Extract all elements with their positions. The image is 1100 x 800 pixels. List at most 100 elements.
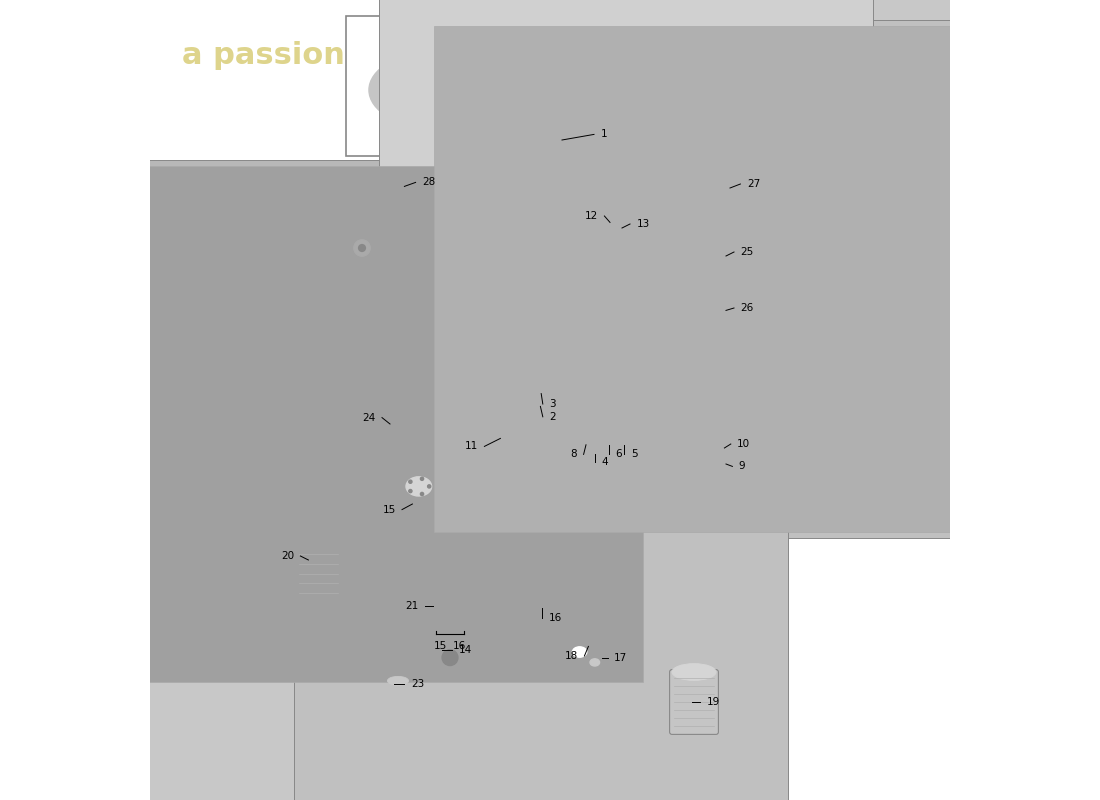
Polygon shape — [353, 191, 421, 258]
Circle shape — [474, 121, 486, 132]
Circle shape — [520, 326, 531, 338]
Ellipse shape — [410, 197, 641, 467]
Ellipse shape — [704, 448, 713, 456]
Text: 18: 18 — [564, 651, 578, 661]
Text: 9: 9 — [739, 462, 746, 471]
FancyBboxPatch shape — [426, 20, 998, 538]
Polygon shape — [299, 207, 366, 261]
Polygon shape — [407, 46, 482, 82]
Circle shape — [420, 493, 424, 496]
Ellipse shape — [586, 655, 604, 669]
Text: 13: 13 — [637, 219, 650, 229]
Ellipse shape — [392, 174, 660, 490]
Polygon shape — [441, 249, 528, 335]
Polygon shape — [433, 410, 451, 520]
Ellipse shape — [328, 386, 557, 653]
FancyBboxPatch shape — [142, 160, 648, 688]
Circle shape — [382, 116, 403, 137]
Text: 1: 1 — [601, 130, 607, 139]
Polygon shape — [440, 517, 528, 584]
Ellipse shape — [572, 646, 586, 658]
Text: 24: 24 — [362, 413, 375, 422]
FancyBboxPatch shape — [378, 0, 873, 467]
Polygon shape — [440, 456, 528, 523]
Text: parts for: parts for — [214, 222, 570, 290]
Circle shape — [433, 511, 451, 529]
Text: 16: 16 — [549, 614, 562, 623]
Polygon shape — [434, 640, 465, 675]
Ellipse shape — [307, 365, 578, 675]
Ellipse shape — [387, 676, 408, 685]
Circle shape — [409, 480, 412, 483]
Text: 15: 15 — [433, 641, 447, 651]
Text: 19: 19 — [707, 698, 721, 707]
Ellipse shape — [406, 477, 431, 496]
Circle shape — [354, 240, 371, 256]
Ellipse shape — [616, 411, 639, 429]
Text: 2: 2 — [549, 412, 556, 422]
Polygon shape — [758, 254, 771, 298]
Polygon shape — [349, 245, 397, 310]
FancyBboxPatch shape — [434, 26, 988, 532]
Polygon shape — [473, 330, 529, 443]
Circle shape — [359, 245, 365, 251]
Text: 11: 11 — [464, 442, 478, 451]
Polygon shape — [328, 214, 396, 282]
FancyBboxPatch shape — [294, 366, 789, 800]
Polygon shape — [524, 249, 612, 335]
Text: 26: 26 — [740, 303, 754, 313]
Polygon shape — [678, 168, 767, 176]
Polygon shape — [525, 328, 627, 370]
Text: 3: 3 — [549, 399, 556, 409]
Ellipse shape — [404, 181, 672, 496]
Polygon shape — [356, 517, 443, 584]
Text: 16: 16 — [453, 641, 466, 651]
Text: 20: 20 — [280, 551, 294, 561]
FancyBboxPatch shape — [438, 0, 994, 485]
Ellipse shape — [543, 386, 557, 395]
Text: 5: 5 — [630, 450, 637, 459]
Circle shape — [420, 477, 424, 480]
Ellipse shape — [402, 186, 650, 478]
Text: 28: 28 — [422, 178, 436, 187]
Text: 21: 21 — [406, 602, 419, 611]
Ellipse shape — [672, 664, 716, 680]
Ellipse shape — [590, 658, 600, 666]
Text: 23: 23 — [410, 679, 425, 689]
Text: spares: spares — [294, 285, 815, 419]
Ellipse shape — [581, 652, 608, 673]
FancyBboxPatch shape — [670, 670, 718, 734]
Polygon shape — [356, 456, 443, 523]
Bar — [346, 16, 510, 156]
Polygon shape — [433, 520, 451, 630]
Text: 12: 12 — [585, 211, 598, 221]
Ellipse shape — [318, 377, 566, 663]
Polygon shape — [522, 330, 579, 443]
Polygon shape — [754, 206, 767, 245]
Circle shape — [427, 505, 456, 535]
Text: 15: 15 — [383, 505, 396, 514]
Ellipse shape — [399, 472, 438, 501]
Text: a passion for  parts  since  1985: a passion for parts since 1985 — [182, 42, 733, 70]
Text: euro: euro — [190, 397, 547, 531]
Ellipse shape — [595, 409, 625, 430]
Circle shape — [442, 650, 458, 666]
Polygon shape — [358, 235, 425, 289]
Circle shape — [409, 490, 412, 493]
Polygon shape — [327, 186, 375, 251]
Circle shape — [428, 485, 431, 488]
FancyBboxPatch shape — [438, 0, 994, 440]
Circle shape — [470, 116, 491, 137]
Ellipse shape — [568, 643, 592, 661]
Text: 4: 4 — [602, 458, 608, 467]
Ellipse shape — [696, 430, 711, 442]
Ellipse shape — [692, 426, 716, 446]
Circle shape — [386, 121, 398, 132]
FancyBboxPatch shape — [146, 166, 642, 682]
Ellipse shape — [434, 235, 561, 378]
Polygon shape — [678, 206, 767, 214]
Text: 14: 14 — [459, 645, 472, 654]
Ellipse shape — [418, 205, 635, 459]
FancyBboxPatch shape — [56, 304, 581, 800]
Text: 17: 17 — [614, 653, 627, 662]
